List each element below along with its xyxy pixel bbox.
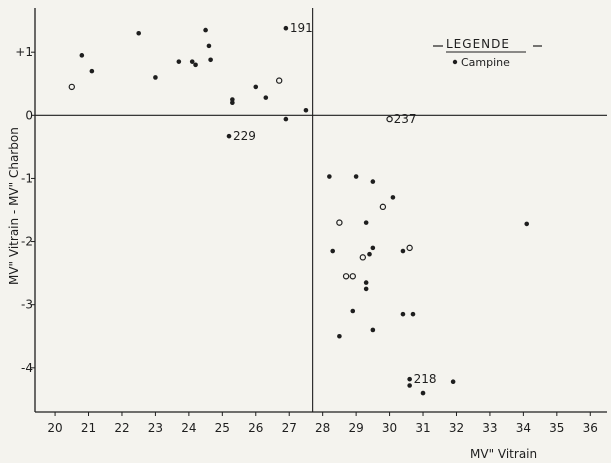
x-tick-label: 30 — [382, 421, 397, 435]
data-point — [390, 195, 396, 200]
legend-title: LEGENDE — [446, 37, 510, 51]
point-label-218: 218 — [414, 372, 437, 386]
data-point — [79, 53, 85, 58]
x-tick-label: 24 — [181, 421, 196, 435]
data-point — [283, 116, 289, 122]
data-point — [253, 84, 259, 90]
x-tick-label: 29 — [348, 421, 363, 435]
y-tick-label: -2 — [21, 235, 33, 249]
x-tick-label: 26 — [248, 421, 263, 435]
x-tick-label: 22 — [114, 421, 129, 435]
data-point — [153, 75, 158, 80]
x-tick-label: 36 — [583, 421, 598, 435]
data-point — [275, 77, 283, 84]
data-point — [450, 379, 456, 385]
data-point — [370, 179, 376, 184]
data-point — [226, 133, 232, 139]
x-tick-label: 34 — [516, 421, 531, 435]
data-point — [363, 286, 369, 292]
x-tick-label: 28 — [315, 421, 330, 435]
y-tick-label: +1 — [15, 45, 33, 59]
data-point — [350, 308, 356, 314]
axes — [34, 8, 607, 413]
data-point — [176, 59, 182, 64]
point-annotations: 229 191 237 218 — [233, 21, 437, 386]
x-tick-label: 25 — [215, 421, 230, 435]
data-point — [283, 25, 289, 31]
data-point — [353, 174, 359, 179]
data-point — [336, 219, 343, 226]
data-point — [303, 107, 309, 113]
data-point — [367, 251, 372, 257]
point-label-191: 191 — [290, 21, 313, 35]
data-point — [363, 280, 369, 285]
tick-labels: 20 21 22 23 24 25 26 27 28 29 30 31 32 33 34 35 36 +1 0 -1 -… — [15, 45, 598, 435]
data-point — [349, 273, 356, 280]
x-tick-label: 35 — [549, 421, 564, 435]
y-tick-label: -3 — [21, 298, 33, 312]
data-point — [263, 95, 269, 100]
data-point — [230, 100, 235, 105]
data-point — [420, 390, 426, 396]
x-tick-label: 31 — [415, 421, 430, 435]
data-point — [203, 27, 208, 33]
x-tick-label: 23 — [148, 421, 163, 435]
data-point — [400, 311, 406, 317]
y-axis-label: MV" Vitrain - MV" Charbon — [7, 127, 21, 285]
data-point — [406, 244, 413, 252]
data-point — [330, 248, 336, 254]
y-tick-label: 0 — [25, 108, 33, 122]
data-point — [386, 115, 393, 123]
point-label-229: 229 — [233, 129, 256, 143]
x-axis-label: MV" Vitrain — [470, 447, 537, 461]
data-point — [407, 376, 412, 382]
data-points — [68, 25, 530, 396]
data-point — [136, 30, 141, 36]
data-point — [400, 248, 406, 254]
y-tick-label: -4 — [21, 361, 33, 375]
x-tick-label: 32 — [449, 421, 464, 435]
legend-marker-campine — [452, 59, 458, 65]
data-point — [68, 83, 75, 91]
data-point — [359, 254, 367, 261]
data-point — [208, 57, 213, 63]
data-point — [337, 333, 342, 339]
data-point — [230, 97, 235, 102]
data-point — [379, 203, 387, 211]
data-point — [89, 68, 95, 74]
legend-item-campine: Campine — [461, 56, 510, 69]
data-point — [327, 174, 332, 179]
legend: LEGENDE Campine — [433, 37, 542, 69]
data-point — [193, 62, 198, 68]
data-point — [410, 311, 416, 317]
data-point — [524, 221, 530, 227]
data-point — [370, 245, 376, 251]
x-tick-label: 20 — [47, 421, 62, 435]
point-label-237: 237 — [394, 112, 417, 126]
data-point — [206, 43, 212, 49]
data-point — [189, 59, 195, 64]
x-tick-label: 21 — [81, 421, 96, 435]
y-tick-label: -1 — [21, 171, 33, 185]
data-point — [370, 327, 376, 333]
data-point — [407, 383, 412, 388]
data-point — [363, 220, 369, 225]
data-point — [342, 273, 350, 280]
x-tick-label: 27 — [282, 421, 297, 435]
x-tick-label: 33 — [482, 421, 497, 435]
